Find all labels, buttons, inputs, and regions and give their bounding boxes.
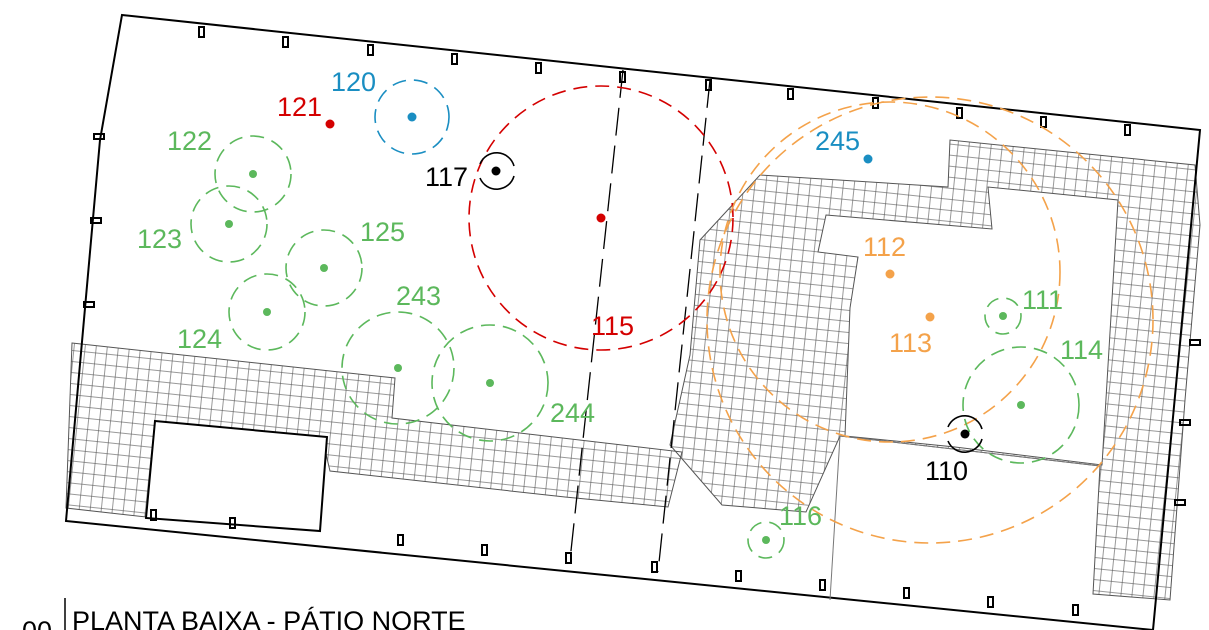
coverage-circle-243 (341, 311, 455, 425)
point-dot-116 (762, 536, 770, 544)
paved-area (65, 139, 1201, 601)
label-117: 117 (425, 162, 468, 192)
coverage-circle-123 (190, 185, 268, 263)
point-dot-243 (394, 364, 402, 372)
point-dot-125 (320, 264, 328, 272)
label-113: 113 (889, 328, 932, 358)
point-dot-115 (596, 213, 606, 223)
drawing-title: 00 PLANTA BAIXA - PÁTIO NORTE (22, 598, 466, 630)
coverage-circle-111 (984, 297, 1022, 335)
label-121: 121 (277, 92, 322, 122)
point-dot-245 (863, 154, 873, 164)
coverage-circles (190, 79, 1154, 559)
coverage-circle-112 (719, 101, 1061, 443)
label-111: 111 (1022, 285, 1063, 315)
point-dot-110 (960, 429, 970, 439)
coverage-circle-113 (706, 96, 1154, 544)
point-markers (225, 112, 1025, 544)
point-dot-114 (1017, 401, 1025, 409)
point-dot-244 (486, 379, 494, 387)
coverage-circle-116 (747, 521, 785, 559)
label-244: 244 (550, 398, 595, 428)
axis-line-2 (657, 79, 711, 573)
label-245: 245 (815, 126, 860, 156)
planter-white-1 (817, 186, 1119, 466)
label-125: 125 (360, 217, 405, 247)
point-labels: 121 120 117 115 245 112 113 111 114 110 … (137, 67, 1103, 531)
point-dot-122 (249, 170, 257, 178)
camera-arcs (479, 152, 983, 453)
coverage-circle-124 (228, 273, 306, 351)
pillar-ticks-left (83, 133, 1201, 506)
label-110: 110 (925, 456, 968, 486)
partition-line-2 (829, 435, 841, 601)
label-115: 115 (591, 311, 634, 341)
title-prefix: 00 (22, 616, 52, 630)
label-120: 120 (331, 67, 376, 97)
pillar-ticks-bottom (150, 509, 1079, 616)
point-dot-123 (225, 220, 233, 228)
point-dot-117 (491, 166, 501, 176)
site-outline (64, 13, 1202, 630)
point-dot-113 (925, 312, 935, 322)
paving-left-strip (65, 342, 683, 518)
point-dot-121 (325, 119, 335, 129)
coverage-circle-244 (431, 324, 549, 442)
axis-line-1 (569, 69, 624, 561)
label-114: 114 (1060, 335, 1103, 365)
pillar-ticks-top (198, 26, 1131, 136)
label-243: 243 (396, 281, 441, 311)
point-dot-112 (885, 269, 895, 279)
coverage-circle-122 (214, 135, 292, 213)
point-dot-111 (999, 312, 1007, 320)
point-dot-120 (407, 112, 417, 122)
label-122: 122 (167, 126, 212, 156)
label-112: 112 (863, 232, 906, 262)
drawing-title-text: PLANTA BAIXA - PÁTIO NORTE (72, 606, 466, 630)
coverage-circle-114 (962, 346, 1080, 464)
label-123: 123 (137, 224, 182, 254)
label-116: 116 (779, 501, 822, 531)
point-dot-124 (263, 308, 271, 316)
coverage-circle-115 (468, 85, 734, 351)
coverage-circle-120 (374, 79, 450, 155)
coverage-circle-125 (285, 229, 363, 307)
label-124: 124 (177, 324, 222, 354)
building-block (144, 419, 329, 533)
